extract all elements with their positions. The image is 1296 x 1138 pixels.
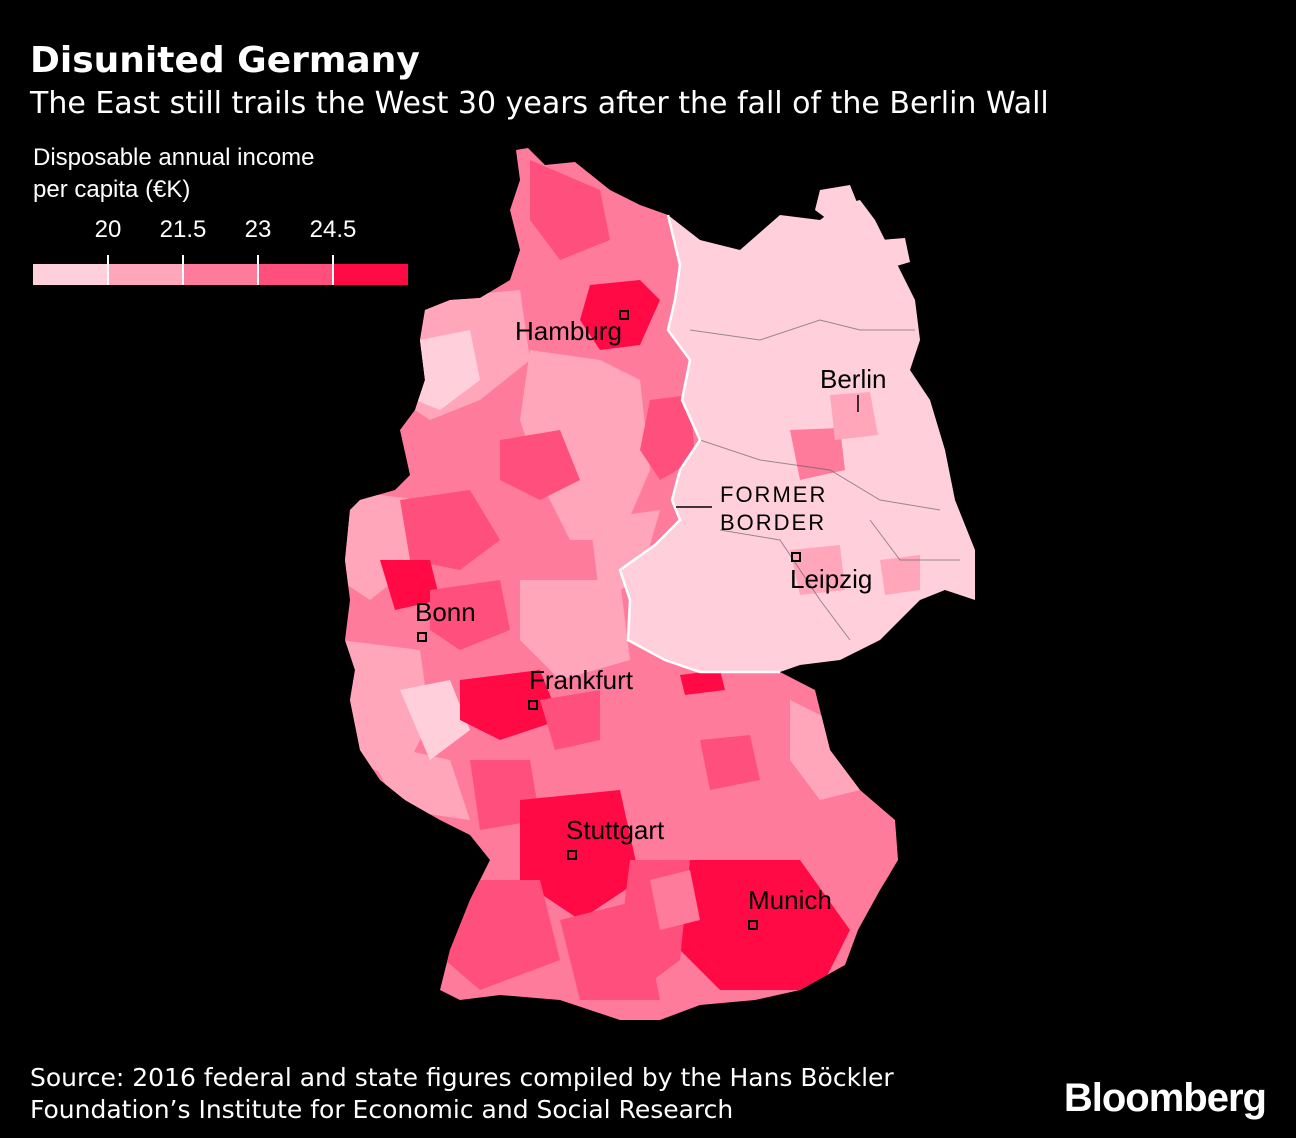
legend-swatch-4 <box>258 264 333 285</box>
city-label-hamburg: Hamburg <box>515 316 622 346</box>
source-note: Source: 2016 federal and state figures c… <box>30 1062 894 1126</box>
district-leipzig <box>790 545 845 595</box>
district-eifel <box>345 640 430 780</box>
legend-title: Disposable annual income per capita (€K) <box>33 142 315 206</box>
bonn-marker <box>417 632 427 642</box>
island-usedom <box>880 238 910 268</box>
district-schleswig-dark <box>530 160 610 260</box>
legend-swatch-1 <box>33 264 108 285</box>
legend-tick-1 <box>107 255 109 285</box>
stuttgart-marker <box>567 850 577 860</box>
district-emsland <box>415 330 480 410</box>
frankfurt-marker <box>528 700 538 710</box>
district-saar <box>360 740 470 820</box>
hamburg-marker <box>619 310 629 320</box>
district-rhein-main <box>540 690 600 750</box>
district-augsburg <box>650 870 700 930</box>
district-stuttgart <box>520 790 640 920</box>
city-label-stuttgart: Stuttgart <box>566 815 665 845</box>
city-label-frankfurt: Frankfurt <box>529 665 634 695</box>
city-label-bonn: Bonn <box>415 597 476 627</box>
legend-swatch-2 <box>108 264 183 285</box>
district-potsdam <box>790 428 845 480</box>
border-label-line2: BORDER <box>720 510 826 535</box>
chart-subtitle: The East still trails the West 30 years … <box>30 86 1049 121</box>
legend-swatch-5 <box>333 264 408 285</box>
district-berlin <box>830 392 878 440</box>
district-coburg <box>680 670 725 695</box>
district-upper-palatinate <box>790 700 860 800</box>
munich-marker <box>748 920 758 930</box>
district-hesse <box>520 580 630 680</box>
district-hunsrueck <box>400 680 470 760</box>
bloomberg-logo: Bloomberg <box>1063 1076 1267 1120</box>
west-districts <box>345 160 895 1000</box>
legend-tick-label-21-5: 21.5 <box>159 216 207 243</box>
border-label-line1: FORMER <box>720 482 827 507</box>
city-label-leipzig: Leipzig <box>790 564 872 594</box>
district-ruhr <box>400 490 500 570</box>
legend-tick-label-20: 20 <box>94 216 122 243</box>
city-label-berlin: Berlin <box>820 364 886 394</box>
district-duesseldorf <box>380 560 440 610</box>
chart-title: Disunited Germany <box>30 40 420 81</box>
district-black-forest <box>445 880 560 990</box>
source-line1: Source: 2016 federal and state figures c… <box>30 1063 894 1092</box>
legend-tick-2 <box>182 255 184 285</box>
source-line2: Foundation’s Institute for Economic and … <box>30 1095 734 1124</box>
district-koeln-bonn <box>430 580 510 650</box>
district-nuremberg <box>700 735 760 790</box>
legend-tick-label-23: 23 <box>244 216 272 243</box>
district-wolfsburg <box>640 395 695 480</box>
legend-swatch-3 <box>183 264 258 285</box>
legend-ticks <box>33 255 408 285</box>
city-label-munich: Munich <box>748 885 832 915</box>
east-state-lines <box>689 319 960 641</box>
district-bielefeld <box>500 430 580 500</box>
legend-color-scale <box>33 264 408 285</box>
district-munich <box>670 860 850 990</box>
district-lower-bavaria <box>790 800 895 900</box>
island-ruegen <box>815 185 860 225</box>
legend-tick-4 <box>332 255 334 285</box>
legend-labels: 20 21.5 23 24.5 <box>33 216 408 246</box>
legend-title-line1: Disposable annual income <box>33 144 315 171</box>
district-dresden <box>880 555 920 595</box>
district-frankfurt <box>460 670 560 740</box>
legend-tick-label-24-5: 24.5 <box>309 216 357 243</box>
former-border-line <box>618 214 780 674</box>
district-harz <box>590 510 660 600</box>
legend-tick-3 <box>257 255 259 285</box>
legend-title-line2: per capita (€K) <box>33 176 191 203</box>
leipzig-marker <box>791 552 801 562</box>
